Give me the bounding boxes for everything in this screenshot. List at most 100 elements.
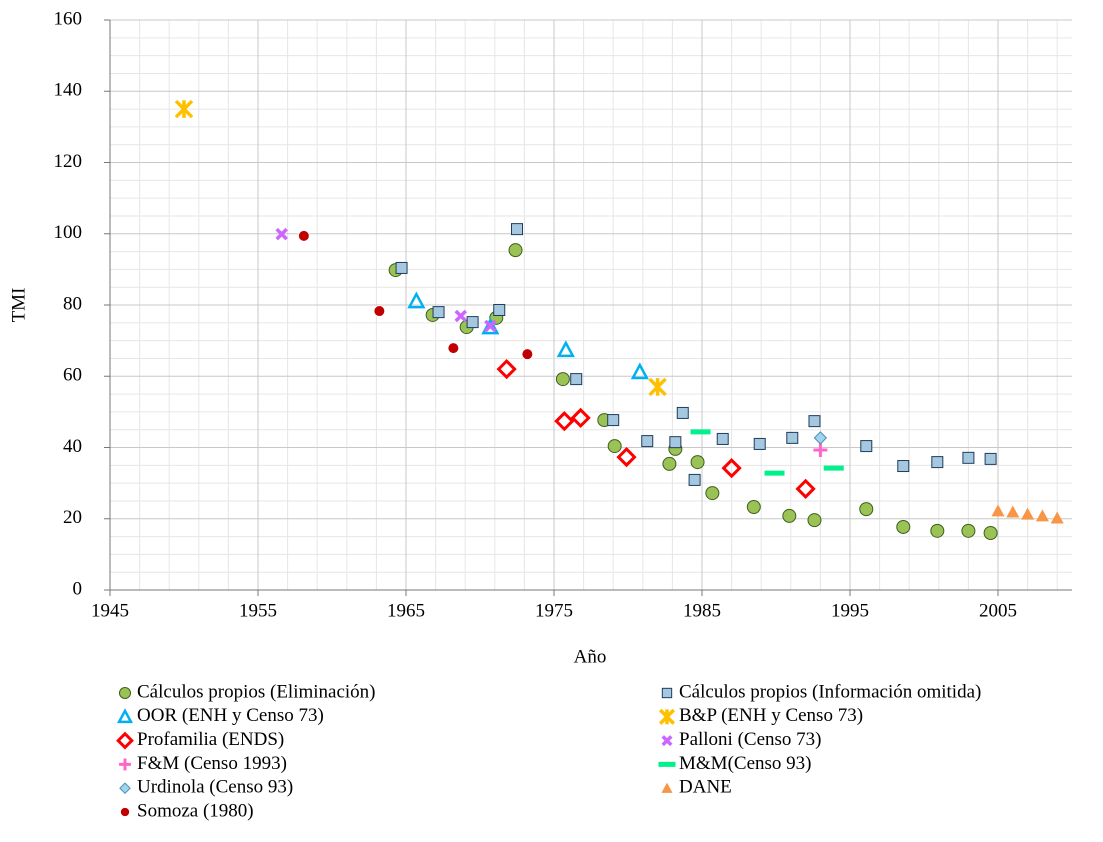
x-tick-label: 2005	[979, 600, 1017, 621]
legend-label: Urdinola (Censo 93)	[137, 777, 293, 798]
point	[1050, 511, 1064, 524]
point	[521, 348, 534, 361]
point	[688, 473, 701, 486]
y-tick-label: 0	[73, 578, 83, 599]
point	[961, 523, 976, 538]
y-tick-label: 40	[63, 436, 82, 457]
point	[493, 303, 506, 316]
point	[859, 502, 874, 517]
point	[454, 309, 467, 323]
point	[373, 305, 386, 318]
point	[705, 486, 720, 501]
legend-marker	[119, 782, 131, 795]
legend-marker	[658, 708, 676, 725]
legend-label: B&P (ENH y Censo 73)	[679, 705, 863, 726]
point	[782, 508, 797, 523]
legend-marker	[661, 687, 673, 699]
point	[432, 306, 445, 319]
point	[813, 431, 828, 445]
point	[484, 319, 497, 333]
y-tick-label: 160	[54, 8, 83, 29]
legend-marker	[119, 806, 131, 818]
point	[860, 440, 873, 453]
point	[297, 229, 310, 242]
point	[508, 243, 523, 258]
point	[930, 523, 945, 538]
point	[795, 478, 816, 499]
x-tick-label: 1985	[683, 600, 721, 621]
point	[447, 342, 460, 355]
point	[813, 442, 828, 457]
legend-label: Profamilia (ENDS)	[137, 729, 284, 750]
point	[786, 431, 799, 444]
point	[896, 519, 911, 534]
point	[897, 460, 910, 473]
legend-label: Palloni (Censo 73)	[679, 729, 822, 750]
point	[753, 437, 766, 450]
y-tick-label: 100	[54, 222, 83, 243]
y-tick-label: 140	[54, 80, 83, 101]
legend-label: Somoza (1980)	[137, 800, 254, 821]
point	[662, 456, 677, 471]
legend-label: Cálculos propios (Eliminación)	[137, 681, 376, 702]
point	[481, 317, 500, 335]
x-tick-label: 1945	[91, 600, 129, 621]
legend-marker	[116, 708, 134, 724]
point	[496, 359, 517, 380]
point	[983, 526, 998, 540]
point	[676, 406, 689, 419]
point	[716, 432, 729, 445]
x-tick-label: 1975	[535, 600, 573, 621]
x-tick-label: 1995	[831, 600, 869, 621]
point	[991, 504, 1005, 517]
legend-marker	[661, 782, 673, 793]
point	[466, 316, 479, 329]
legend-label: F&M (Censo 1993)	[137, 753, 287, 774]
point	[690, 455, 705, 470]
legend-marker	[118, 686, 132, 700]
point	[648, 377, 667, 397]
point	[407, 291, 426, 309]
point	[607, 414, 620, 427]
y-axis-title: TMI	[8, 288, 29, 323]
point	[555, 372, 570, 387]
legend-label: M&M(Censo 93)	[679, 753, 811, 774]
point	[1035, 509, 1049, 522]
x-axis-title: Año	[574, 646, 607, 667]
point	[1021, 507, 1035, 520]
legend-marker	[116, 731, 134, 750]
point	[511, 223, 523, 236]
legend-marker	[661, 735, 673, 747]
legend-label: OOR (ENH y Censo 73)	[137, 705, 324, 726]
point	[984, 452, 997, 465]
point	[807, 513, 822, 528]
point	[641, 435, 654, 448]
x-tick-label: 1955	[239, 600, 277, 621]
point	[570, 373, 583, 386]
point	[721, 458, 742, 479]
point	[174, 99, 194, 119]
legend-marker	[119, 758, 131, 771]
point	[607, 439, 622, 454]
point	[570, 407, 591, 429]
y-tick-label: 60	[63, 365, 82, 386]
y-tick-label: 20	[63, 507, 82, 528]
point	[669, 436, 682, 449]
point	[554, 411, 575, 432]
x-tick-label: 1965	[387, 600, 425, 621]
y-tick-label: 80	[63, 293, 82, 314]
point	[630, 362, 649, 380]
point	[931, 456, 944, 469]
point	[746, 499, 761, 514]
point	[395, 261, 408, 274]
point	[616, 446, 637, 468]
y-tick-label: 120	[54, 151, 83, 172]
point	[962, 451, 975, 464]
legend-label: Cálculos propios (Información omitida)	[679, 681, 981, 702]
point	[808, 415, 821, 428]
point	[1006, 505, 1020, 518]
point	[556, 340, 575, 358]
legend-label: DANE	[679, 777, 732, 798]
point	[275, 227, 288, 241]
